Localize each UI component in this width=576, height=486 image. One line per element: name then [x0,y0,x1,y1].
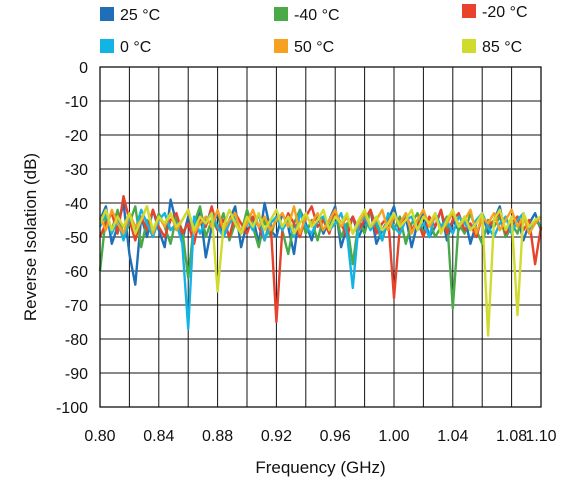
y-tick-label: 0 [79,60,88,77]
x-tick-label: 1.08 [496,428,527,445]
y-tick-labels: 0 -10 -20 -30 -40 -50 -60 -70 -80 -90 -100 [56,60,88,417]
y-tick-label: -60 [65,264,88,281]
y-tick-label: -100 [56,400,88,417]
x-tick-label: 1.00 [378,428,409,445]
y-tick-label: -80 [65,332,88,349]
x-tick-label: 0.92 [261,428,292,445]
x-tick-labels: 0.80 0.84 0.88 0.92 0.96 1.00 1.04 1.081.10 [84,428,556,445]
x-axis-label: Frequency (GHz) [255,458,385,477]
y-tick-label: -30 [65,162,88,179]
y-tick-label: -70 [65,298,88,315]
x-tick-label: 0.88 [202,428,233,445]
x-tick-label: 0.96 [320,428,351,445]
legend-swatch [100,39,114,53]
legend-swatch [462,39,476,53]
plot-frame [99,66,542,408]
y-tick-label: -50 [65,230,88,247]
legend-swatch [100,7,114,21]
legend-label: 50 °C [294,39,334,56]
legend-swatch [274,7,288,21]
x-tick-label: 1.10 [525,428,556,445]
y-tick-label: -90 [65,366,88,383]
legend-label: -20 °C [482,4,528,21]
legend: 25 °C -40 °C -20 °C 0 °C 50 °C 85 °C [100,4,528,56]
y-tick-label: -40 [65,196,88,213]
legend-swatch [274,39,288,53]
y-axis-label: Reverse Isolation (dB) [21,153,40,321]
y-tick-label: -10 [65,94,88,111]
series-line-5 [98,205,542,337]
x-tick-label: 1.04 [437,428,468,445]
series-line-0 [98,198,543,286]
legend-swatch [462,4,476,18]
series-lines [98,194,543,337]
legend-label: 0 °C [120,39,151,56]
legend-label: 85 °C [482,39,522,56]
y-tick-label: -20 [65,128,88,145]
legend-label: -40 °C [294,7,340,24]
legend-label: 25 °C [120,7,160,24]
x-tick-label: 0.84 [143,428,174,445]
x-tick-label: 0.80 [84,428,115,445]
